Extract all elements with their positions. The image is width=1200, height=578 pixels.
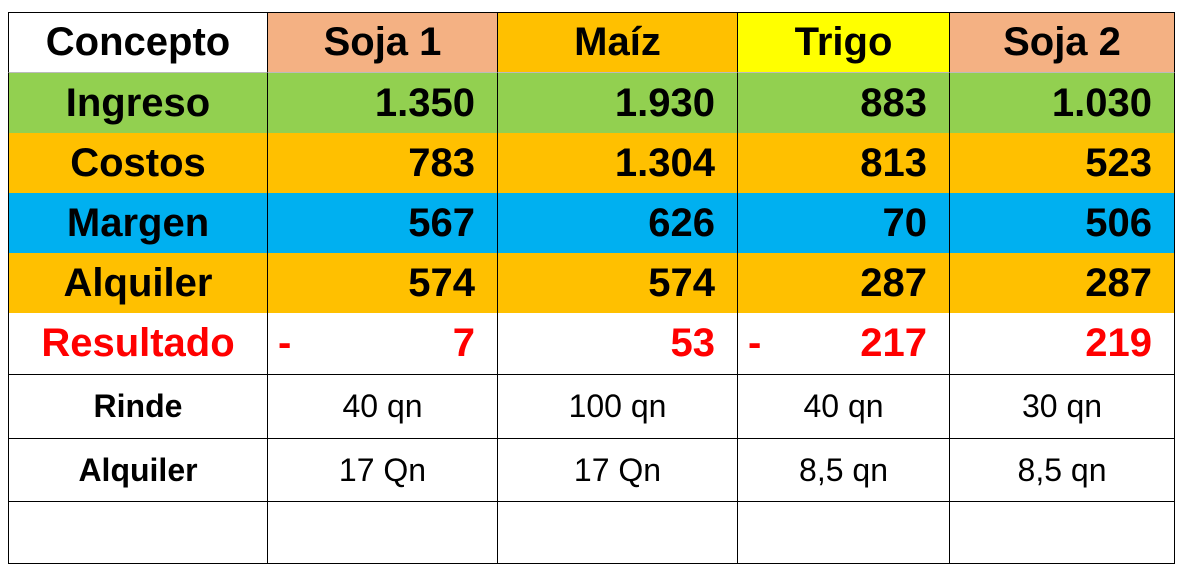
cell-text: 287 bbox=[1085, 260, 1152, 305]
cell-text: 7 bbox=[452, 321, 475, 365]
value-cell: 626 bbox=[498, 193, 738, 253]
cell-text: 523 bbox=[1085, 140, 1152, 185]
header-text: Soja 2 bbox=[1003, 20, 1121, 64]
header-cell: Soja 1 bbox=[268, 12, 498, 73]
cell-text: 574 bbox=[648, 260, 715, 305]
value-cell: 17 Qn bbox=[498, 439, 738, 502]
value-cell: 40 qn bbox=[738, 375, 950, 439]
cell-text: 626 bbox=[648, 200, 715, 245]
cell-text: 783 bbox=[408, 140, 475, 185]
value-cell: 1.030 bbox=[950, 73, 1175, 133]
cell-text: 40 qn bbox=[342, 388, 423, 424]
row-label: Margen bbox=[8, 193, 268, 253]
value-cell: 17 Qn bbox=[268, 439, 498, 502]
cell-text: 30 qn bbox=[1021, 388, 1103, 424]
cell-text: Margen bbox=[66, 200, 210, 245]
value-cell: 883 bbox=[738, 73, 950, 133]
cell-text: Costos bbox=[70, 140, 206, 185]
cell-text: 17 Qn bbox=[338, 451, 427, 488]
value-cell: 100 qn bbox=[498, 375, 738, 439]
value-cell: 287 bbox=[738, 253, 950, 313]
value-cell: 30 qn bbox=[950, 375, 1175, 439]
cell-text: 8,5 qn bbox=[1017, 451, 1107, 488]
header-text: Trigo bbox=[794, 20, 893, 64]
empty-cell bbox=[8, 502, 268, 564]
value-cell: 567 bbox=[268, 193, 498, 253]
cell-text: 17 Qn bbox=[573, 451, 662, 488]
empty-cell bbox=[950, 502, 1175, 564]
cell-text: 100 qn bbox=[568, 388, 667, 424]
header-text: Maíz bbox=[574, 20, 661, 64]
header-cell: Concepto bbox=[8, 12, 268, 73]
value-cell: 574 bbox=[268, 253, 498, 313]
value-cell: 813 bbox=[738, 133, 950, 193]
cell-text: 1.930 bbox=[614, 80, 715, 125]
cell-text: 1.030 bbox=[1051, 80, 1152, 125]
empty-cell bbox=[738, 502, 950, 564]
cell-text: 574 bbox=[408, 260, 475, 305]
value-cell: 1.304 bbox=[498, 133, 738, 193]
value-cell: 70 bbox=[738, 193, 950, 253]
row-label: Resultado bbox=[8, 313, 268, 375]
cell-text: 506 bbox=[1085, 200, 1152, 245]
header-text: Soja 1 bbox=[323, 20, 442, 64]
empty-cell bbox=[268, 502, 498, 564]
cell-text: 8,5 qn bbox=[799, 451, 888, 488]
header-cell: Soja 2 bbox=[950, 12, 1175, 73]
value-cell: 574 bbox=[498, 253, 738, 313]
cell-text: Alquiler bbox=[78, 451, 198, 488]
value-cell: - 217 bbox=[738, 313, 950, 375]
cell-text: 219 bbox=[1085, 321, 1152, 365]
cell-text: 813 bbox=[860, 140, 927, 185]
value-cell: 8,5 qn bbox=[950, 439, 1175, 502]
value-cell: 523 bbox=[950, 133, 1175, 193]
value-cell: 1.930 bbox=[498, 73, 738, 133]
cell-text: 40 qn bbox=[803, 388, 884, 424]
value-cell: 287 bbox=[950, 253, 1175, 313]
cell-text: 287 bbox=[860, 260, 927, 305]
cell-text: Ingreso bbox=[65, 80, 211, 125]
empty-cell bbox=[498, 502, 738, 564]
value-cell: 783 bbox=[268, 133, 498, 193]
row-label: Alquiler bbox=[8, 253, 268, 313]
cell-text: 567 bbox=[408, 200, 475, 245]
row-label: Alquiler bbox=[8, 439, 268, 502]
value-cell: 8,5 qn bbox=[738, 439, 950, 502]
value-cell: 219 bbox=[950, 313, 1175, 375]
header-text: Concepto bbox=[45, 20, 231, 64]
value-cell: -7 bbox=[268, 313, 498, 375]
header-cell: Trigo bbox=[738, 12, 950, 73]
row-label: Costos bbox=[8, 133, 268, 193]
value-cell: 1.350 bbox=[268, 73, 498, 133]
cell-text: 1.350 bbox=[374, 80, 475, 125]
cell-text: 217 bbox=[860, 321, 927, 365]
cell-text: Rinde bbox=[93, 388, 183, 424]
value-cell: 506 bbox=[950, 193, 1175, 253]
cell-text: Alquiler bbox=[63, 260, 213, 305]
cell-text: 1.304 bbox=[614, 140, 715, 185]
cell-text: 70 bbox=[882, 200, 928, 245]
header-cell: Maíz bbox=[498, 12, 738, 73]
cell-text: 883 bbox=[860, 80, 927, 125]
cell-text: 53 bbox=[670, 321, 716, 365]
value-cell: 53 bbox=[498, 313, 738, 375]
cell-text: Resultado bbox=[41, 321, 235, 365]
negative-sign: - bbox=[278, 321, 292, 365]
negative-sign: - bbox=[748, 321, 762, 365]
value-cell: 40 qn bbox=[268, 375, 498, 439]
row-label: Rinde bbox=[8, 375, 268, 439]
row-label: Ingreso bbox=[8, 73, 268, 133]
